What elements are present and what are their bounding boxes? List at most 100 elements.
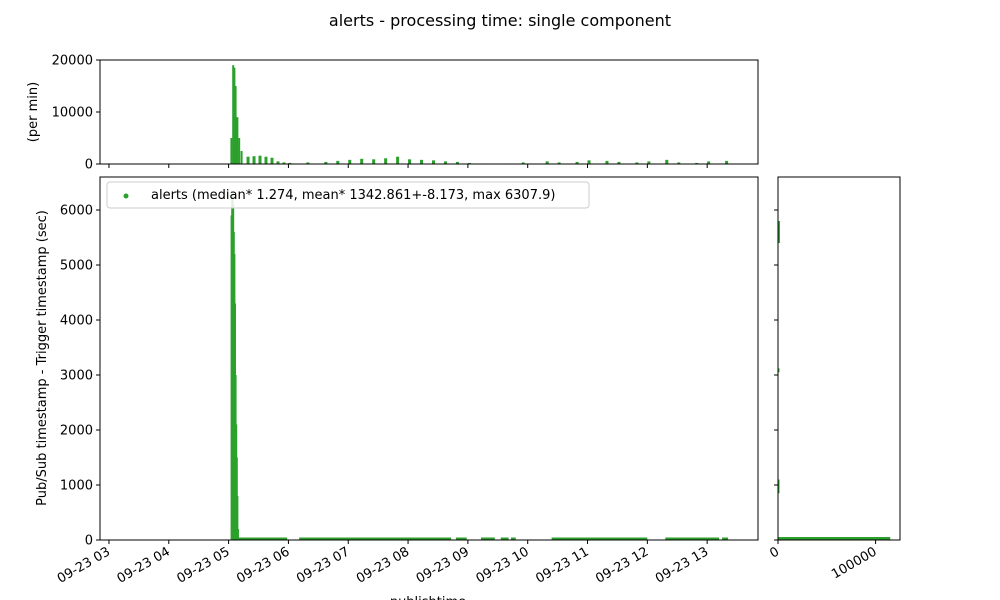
x-tick-label: 09-23 10	[474, 544, 532, 586]
histogram-bar	[246, 156, 250, 164]
x-tick-label: 09-23 09	[414, 544, 472, 586]
histogram-bar	[372, 159, 376, 164]
y-tick-label: 6000	[60, 204, 93, 219]
histogram-bar	[575, 161, 579, 164]
histogram-bar	[587, 160, 591, 164]
histogram-bar	[270, 157, 274, 164]
legend-box	[106, 181, 590, 209]
histogram-bar	[557, 162, 561, 164]
top-histogram-panel: 0 10000 20000 (per min)	[26, 54, 759, 173]
histogram-bar	[635, 162, 639, 164]
scatter-baseline-mark	[510, 537, 516, 540]
histogram-bar	[360, 158, 364, 164]
histogram-bar	[665, 159, 669, 164]
side-histogram-bar	[778, 221, 780, 243]
y-tick-label: 1000	[60, 479, 93, 494]
main-xlabel: publishtime	[390, 595, 466, 600]
histogram-bar	[240, 151, 243, 164]
histogram-bar	[238, 138, 241, 164]
histogram-bar	[695, 162, 699, 164]
side-histogram-x-ticks: 0 100000	[767, 540, 880, 582]
side-histogram-bars	[778, 221, 891, 540]
histogram-bar	[431, 160, 435, 164]
x-tick-label: 09-23 06	[234, 544, 292, 586]
legend: alerts (median* 1.274, mean* 1342.861+-8…	[106, 181, 590, 209]
top-histogram-x-ticks	[108, 164, 708, 168]
side-histogram-panel: 0 100000	[767, 176, 901, 582]
scatter-marks	[230, 193, 729, 540]
side-histogram-bar	[778, 368, 780, 373]
y-tick-label: 0	[85, 534, 93, 549]
main-x-ticks: 09-23 03 09-23 04 09-23 05 09-23 06 09-23 07…	[55, 540, 711, 587]
x-tick-label: 09-23 08	[354, 544, 412, 586]
x-tick-label: 09-23 11	[533, 544, 591, 586]
main-y-ticks: 0 1000 2000 3000 4000 5000 6000	[60, 204, 100, 549]
scatter-spike-mark	[235, 496, 239, 540]
x-tick-label: 0	[767, 544, 782, 561]
y-tick-label: 5000	[60, 259, 93, 274]
side-histogram-y-ticks	[774, 209, 778, 541]
x-tick-label: 09-23 13	[653, 544, 711, 586]
histogram-bar	[443, 161, 447, 164]
x-tick-label: 09-23 04	[115, 544, 173, 586]
scatter-spike-mark	[236, 529, 239, 540]
scatter-baseline-mark	[551, 537, 648, 540]
y-tick-label: 3000	[60, 369, 93, 384]
histogram-bar	[288, 162, 292, 164]
histogram-bar	[605, 160, 609, 164]
histogram-bar	[521, 162, 525, 164]
side-histogram-bar	[778, 537, 891, 540]
y-tick-label: 0	[85, 158, 93, 173]
top-histogram-bars	[230, 65, 729, 164]
chart-title: alerts - processing time: single compone…	[329, 11, 671, 30]
histogram-bar	[647, 161, 651, 164]
scatter-baseline-mark	[299, 537, 452, 540]
histogram-bar	[408, 159, 412, 164]
histogram-bar	[234, 86, 237, 164]
top-histogram-ylabel: (per min)	[26, 82, 41, 142]
histogram-bar	[230, 138, 233, 164]
histogram-bar	[306, 162, 310, 164]
histogram-bar	[324, 161, 328, 164]
y-tick-label: 4000	[60, 314, 93, 329]
main-scatter-frame	[99, 176, 759, 541]
histogram-bar	[396, 156, 400, 164]
top-histogram-frame	[99, 59, 759, 165]
x-tick-label: 09-23 05	[174, 544, 232, 586]
y-tick-label: 20000	[52, 54, 93, 69]
legend-label: alerts (median* 1.274, mean* 1342.861+-8…	[151, 188, 555, 203]
scatter-baseline-mark	[665, 537, 720, 540]
histogram-bar	[264, 156, 268, 164]
scatter-baseline-mark	[481, 537, 495, 540]
histogram-bar	[725, 160, 729, 164]
histogram-bar	[617, 161, 621, 164]
histogram-bar	[348, 159, 352, 164]
histogram-bar	[384, 158, 388, 164]
histogram-bar	[420, 159, 424, 164]
y-tick-label: 2000	[60, 424, 93, 439]
histogram-bar	[252, 156, 256, 164]
histogram-bar	[336, 160, 340, 164]
x-tick-label: 09-23 12	[593, 544, 651, 586]
x-tick-label: 09-23 03	[55, 544, 113, 586]
histogram-bar	[233, 67, 236, 164]
scatter-baseline-mark	[722, 537, 729, 540]
main-ylabel: Pub/Sub timestamp - Trigger timestamp (s…	[35, 210, 50, 506]
histogram-bar	[545, 161, 549, 164]
histogram-bar	[236, 117, 239, 164]
y-tick-label: 10000	[52, 106, 93, 121]
histogram-bar	[282, 162, 286, 164]
legend-marker	[123, 193, 129, 199]
top-histogram-y-ticks: 0 10000 20000	[52, 54, 100, 173]
side-histogram-frame	[777, 176, 901, 541]
side-histogram-bar	[778, 479, 780, 494]
histogram-bar	[677, 162, 681, 164]
histogram-bar	[467, 162, 471, 164]
histogram-bar	[455, 161, 459, 164]
histogram-bar	[258, 155, 262, 164]
histogram-bar	[276, 161, 280, 164]
scatter-baseline-mark	[500, 537, 509, 540]
x-tick-label: 100000	[829, 544, 879, 582]
